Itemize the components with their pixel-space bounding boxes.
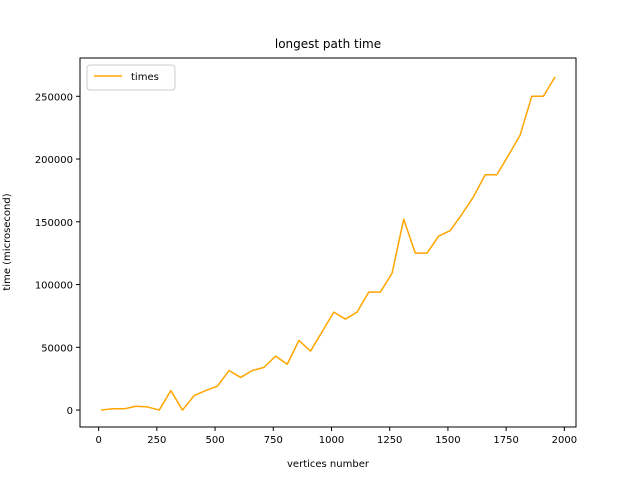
x-tick-label: 1250 bbox=[377, 435, 402, 446]
y-axis-label: time (microsecond) bbox=[2, 193, 13, 290]
x-tick-label: 1750 bbox=[493, 435, 518, 446]
y-axis-ticks: 0 50000 100000 150000 200000 250000 bbox=[35, 92, 80, 417]
legend: times bbox=[86, 64, 176, 91]
x-axis-ticks: 0 250 500 750 1000 1250 1500 1750 2000 bbox=[95, 427, 577, 446]
x-tick-label: 0 bbox=[95, 435, 101, 446]
x-tick-label: 750 bbox=[264, 435, 283, 446]
plot-area bbox=[100, 76, 556, 411]
y-tick-label: 250000 bbox=[35, 92, 73, 103]
legend-label: times bbox=[131, 72, 159, 83]
y-tick-label: 50000 bbox=[41, 343, 73, 354]
axes-frame bbox=[79, 57, 577, 428]
x-tick-label: 250 bbox=[147, 435, 166, 446]
x-tick-label: 2000 bbox=[552, 435, 577, 446]
y-tick-label: 200000 bbox=[35, 155, 73, 166]
chart-title: longest path time bbox=[275, 37, 381, 51]
y-tick-label: 0 bbox=[67, 406, 73, 417]
x-tick-label: 1000 bbox=[319, 435, 344, 446]
y-tick-label: 150000 bbox=[35, 218, 73, 229]
y-tick-label: 100000 bbox=[35, 281, 73, 292]
x-tick-label: 500 bbox=[206, 435, 225, 446]
x-tick-label: 1500 bbox=[435, 435, 460, 446]
legend-box bbox=[86, 64, 176, 91]
x-axis-label: vertices number bbox=[287, 459, 370, 470]
series-line-times bbox=[100, 76, 556, 411]
